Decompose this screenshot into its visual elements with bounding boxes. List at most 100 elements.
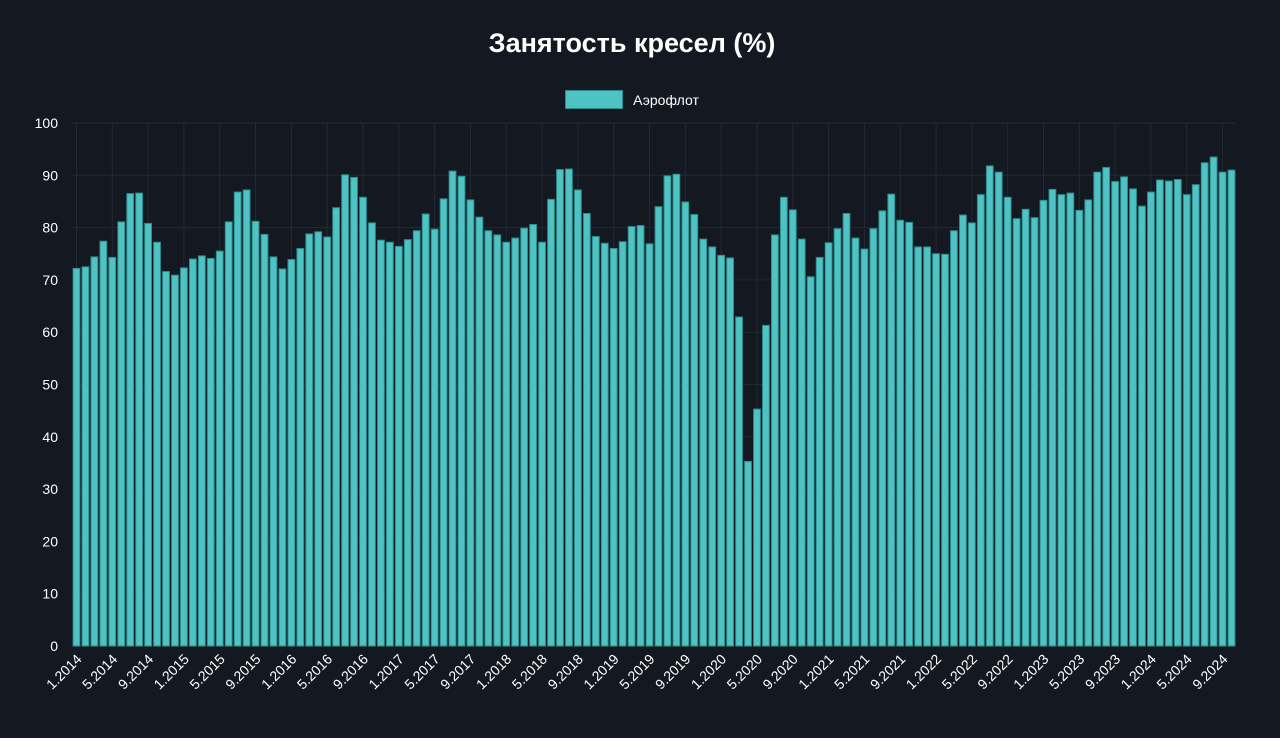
bar[interactable] bbox=[1003, 196, 1012, 647]
bar[interactable] bbox=[1048, 188, 1057, 647]
bar[interactable] bbox=[1147, 191, 1155, 647]
bar[interactable] bbox=[332, 207, 341, 647]
bar[interactable] bbox=[484, 230, 493, 647]
bar[interactable] bbox=[197, 255, 206, 647]
bar[interactable] bbox=[976, 194, 985, 647]
bar[interactable] bbox=[985, 165, 994, 647]
bar[interactable] bbox=[565, 168, 573, 647]
bar[interactable] bbox=[923, 246, 931, 647]
bar[interactable] bbox=[573, 189, 582, 647]
bar[interactable] bbox=[1075, 209, 1084, 647]
bar[interactable] bbox=[708, 246, 717, 647]
bar[interactable] bbox=[99, 240, 108, 647]
bar[interactable] bbox=[950, 230, 958, 647]
bar[interactable] bbox=[394, 245, 403, 647]
bar[interactable] bbox=[287, 259, 296, 647]
bar[interactable] bbox=[1227, 169, 1236, 647]
bar[interactable] bbox=[959, 214, 967, 647]
bar[interactable] bbox=[72, 267, 81, 647]
bar[interactable] bbox=[726, 257, 735, 647]
bar[interactable] bbox=[520, 227, 529, 647]
bar[interactable] bbox=[932, 253, 940, 647]
bar[interactable] bbox=[90, 256, 99, 647]
bar[interactable] bbox=[1111, 181, 1120, 647]
bar[interactable] bbox=[323, 236, 332, 647]
bar[interactable] bbox=[1155, 179, 1164, 647]
bar[interactable] bbox=[627, 226, 636, 647]
bar[interactable] bbox=[1218, 171, 1227, 647]
bar[interactable] bbox=[788, 209, 797, 647]
bar[interactable] bbox=[753, 408, 761, 647]
bar[interactable] bbox=[600, 242, 609, 647]
bar[interactable] bbox=[699, 238, 708, 647]
bar[interactable] bbox=[529, 223, 538, 647]
bar[interactable] bbox=[967, 222, 976, 647]
bar[interactable] bbox=[242, 189, 251, 647]
bar[interactable] bbox=[896, 219, 905, 647]
bar[interactable] bbox=[914, 246, 923, 647]
bar[interactable] bbox=[430, 228, 439, 647]
bar[interactable] bbox=[260, 233, 269, 647]
bar[interactable] bbox=[842, 212, 851, 647]
bar[interactable] bbox=[188, 258, 197, 647]
bar[interactable] bbox=[278, 268, 287, 647]
bar[interactable] bbox=[1093, 171, 1102, 647]
bar[interactable] bbox=[1164, 180, 1173, 647]
bar[interactable] bbox=[153, 241, 161, 647]
bar[interactable] bbox=[994, 171, 1003, 647]
bar[interactable] bbox=[556, 169, 564, 647]
bar[interactable] bbox=[269, 256, 278, 647]
bar[interactable] bbox=[887, 193, 896, 647]
bar[interactable] bbox=[1057, 194, 1066, 647]
bar[interactable] bbox=[1084, 199, 1093, 647]
bar[interactable] bbox=[350, 176, 358, 647]
bar[interactable] bbox=[1021, 208, 1030, 647]
bar[interactable] bbox=[466, 199, 475, 647]
bar[interactable] bbox=[869, 228, 878, 647]
bar[interactable] bbox=[135, 192, 144, 647]
bar[interactable] bbox=[475, 216, 484, 647]
bar[interactable] bbox=[126, 193, 135, 647]
bar[interactable] bbox=[797, 238, 806, 647]
bar[interactable] bbox=[779, 196, 788, 647]
bar[interactable] bbox=[735, 316, 743, 647]
bar[interactable] bbox=[654, 206, 663, 647]
bar[interactable] bbox=[511, 237, 520, 647]
bar[interactable] bbox=[582, 212, 591, 647]
bar[interactable] bbox=[547, 198, 555, 647]
bar[interactable] bbox=[341, 174, 349, 647]
bar[interactable] bbox=[162, 271, 170, 647]
bar[interactable] bbox=[762, 324, 770, 647]
bar[interactable] bbox=[1173, 178, 1182, 647]
bar[interactable] bbox=[681, 201, 690, 647]
bar[interactable] bbox=[1066, 192, 1075, 647]
bar[interactable] bbox=[108, 256, 117, 647]
bar[interactable] bbox=[233, 191, 242, 647]
bar[interactable] bbox=[403, 239, 412, 647]
bar[interactable] bbox=[636, 225, 645, 647]
bar[interactable] bbox=[421, 213, 430, 647]
bar[interactable] bbox=[180, 267, 188, 647]
bar[interactable] bbox=[171, 274, 179, 647]
bar[interactable] bbox=[1039, 199, 1048, 647]
bar[interactable] bbox=[591, 235, 600, 647]
bar[interactable] bbox=[1191, 184, 1200, 647]
bar[interactable] bbox=[314, 231, 323, 647]
bar[interactable] bbox=[663, 175, 672, 647]
bar[interactable] bbox=[1200, 162, 1209, 647]
bar[interactable] bbox=[448, 170, 457, 647]
bar[interactable] bbox=[1012, 218, 1021, 647]
bar[interactable] bbox=[1129, 188, 1137, 647]
bar[interactable] bbox=[439, 198, 448, 647]
bar[interactable] bbox=[538, 241, 546, 647]
bar[interactable] bbox=[824, 242, 833, 647]
bar[interactable] bbox=[770, 234, 779, 647]
bar[interactable] bbox=[806, 276, 815, 647]
bar[interactable] bbox=[905, 221, 914, 647]
bar[interactable] bbox=[744, 460, 752, 647]
bar[interactable] bbox=[368, 222, 376, 647]
bar[interactable] bbox=[941, 253, 949, 647]
bar[interactable] bbox=[1182, 194, 1191, 647]
bar[interactable] bbox=[206, 257, 215, 647]
bar[interactable] bbox=[493, 234, 502, 647]
